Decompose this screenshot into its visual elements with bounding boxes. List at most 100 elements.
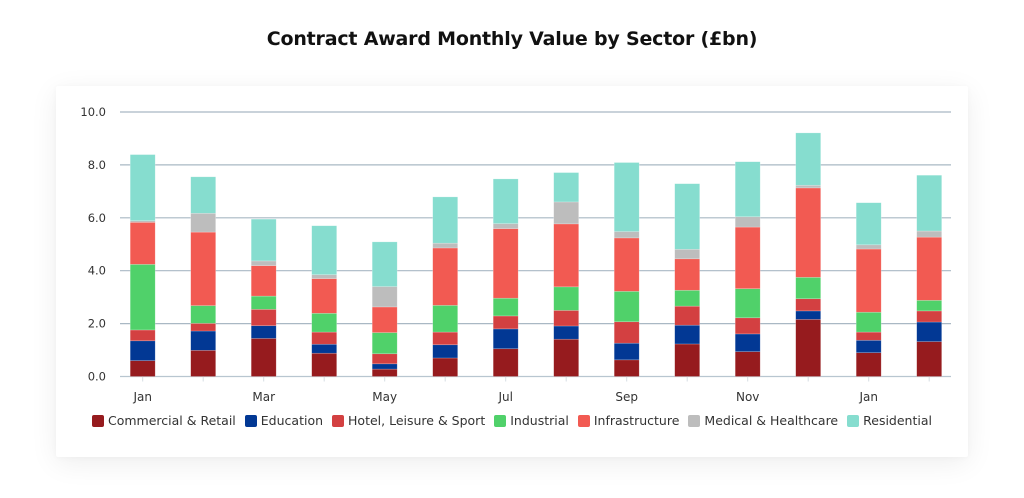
bar-segment[interactable] [674,248,701,260]
bar-segment[interactable] [250,295,277,310]
bar-segment[interactable] [492,315,519,330]
bar-segment[interactable] [916,341,943,377]
bar-segment[interactable] [190,176,216,214]
bar-segment[interactable] [432,344,459,359]
legend-item[interactable]: Industrial [494,413,569,428]
bar-segment[interactable] [371,363,398,370]
bar-segment[interactable] [553,172,580,203]
bar-segment[interactable] [129,340,156,361]
bar-segment[interactable] [613,231,640,239]
bar-segment[interactable] [311,278,338,314]
bar-segment[interactable] [734,288,761,319]
bar-segment[interactable] [855,244,882,250]
bar-segment[interactable] [674,258,701,291]
bar-segment[interactable] [190,305,216,324]
legend-item[interactable]: Infrastructure [577,413,679,428]
bar-segment[interactable] [371,368,398,377]
bar-segment[interactable] [492,348,519,377]
bar-segment[interactable] [613,291,640,323]
bar-segment[interactable] [674,305,701,326]
bar-segment[interactable] [129,221,156,265]
bar-segment[interactable] [371,353,398,365]
bar-segment[interactable] [250,265,277,297]
bar-segment[interactable] [432,242,459,249]
bar-segment[interactable] [795,132,822,186]
legend-item[interactable]: Commercial & Retail [92,413,236,428]
bar-segment[interactable] [553,325,580,340]
bar-segment[interactable] [492,297,519,317]
bar-segment[interactable] [190,330,216,351]
bar-segment[interactable] [613,162,640,232]
bar-segment[interactable] [613,321,640,344]
bar-segment[interactable] [734,216,761,228]
bar-segment[interactable] [371,286,398,308]
bar-segment[interactable] [432,247,459,306]
bar-segment[interactable] [674,343,701,377]
bar-segment[interactable] [311,312,338,333]
bar-segment[interactable] [432,357,459,377]
bar-segment[interactable] [734,333,761,352]
bar-segment[interactable] [129,360,156,377]
bar-segment[interactable] [190,231,216,306]
bar-segment[interactable] [190,323,216,332]
bar-segment[interactable] [129,264,156,331]
bar-segment[interactable] [553,310,580,327]
bar-segment[interactable] [371,241,398,287]
bar-segment[interactable] [916,321,943,342]
bar-segment[interactable] [553,338,580,377]
bar-segment[interactable] [855,202,882,246]
bar-segment[interactable] [855,248,882,313]
bar-segment[interactable] [795,298,822,312]
bar-segment[interactable] [432,331,459,346]
bar-segment[interactable] [613,359,640,377]
bar-segment[interactable] [553,286,580,311]
bar-segment[interactable] [916,174,943,232]
bar-segment[interactable] [734,161,761,218]
bar-segment[interactable] [795,310,822,320]
bar-segment[interactable] [129,154,156,222]
bar-segment[interactable] [190,350,216,377]
bar-segment[interactable] [795,277,822,300]
bar-segment[interactable] [674,289,701,307]
bar-segment[interactable] [916,300,943,312]
bar-segment[interactable] [250,325,277,339]
bar-segment[interactable] [855,352,882,377]
bar-segment[interactable] [492,328,519,350]
bar-segment[interactable] [492,178,519,224]
bar-segment[interactable] [432,305,459,333]
bar-segment[interactable] [492,228,519,299]
bar-segment[interactable] [674,183,701,250]
bar-segment[interactable] [311,352,338,377]
bar-segment[interactable] [492,223,519,229]
bar-segment[interactable] [916,236,943,301]
bar-segment[interactable] [734,351,761,377]
bar-segment[interactable] [734,226,761,289]
bar-segment[interactable] [674,324,701,345]
bar-segment[interactable] [795,184,822,189]
bar-segment[interactable] [553,201,580,225]
bar-segment[interactable] [855,311,882,333]
legend-item[interactable]: Education [244,413,323,428]
bar-segment[interactable] [613,342,640,361]
bar-segment[interactable] [190,213,216,233]
bar-segment[interactable] [311,331,338,345]
bar-segment[interactable] [734,317,761,335]
bar-segment[interactable] [795,319,822,377]
bar-segment[interactable] [916,230,943,238]
bar-segment[interactable] [432,196,459,244]
bar-segment[interactable] [250,260,277,266]
bar-segment[interactable] [855,339,882,353]
bar-segment[interactable] [371,332,398,355]
bar-segment[interactable] [311,343,338,354]
bar-segment[interactable] [250,338,277,377]
bar-segment[interactable] [916,310,943,323]
legend-item[interactable]: Residential [847,413,932,428]
legend-item[interactable]: Medical & Healthcare [688,413,838,428]
bar-segment[interactable] [371,306,398,333]
bar-segment[interactable] [311,274,338,279]
bar-segment[interactable] [250,218,277,262]
bar-segment[interactable] [311,225,338,275]
bar-segment[interactable] [855,331,882,341]
legend-item[interactable]: Hotel, Leisure & Sport [332,413,485,428]
bar-segment[interactable] [250,309,277,327]
